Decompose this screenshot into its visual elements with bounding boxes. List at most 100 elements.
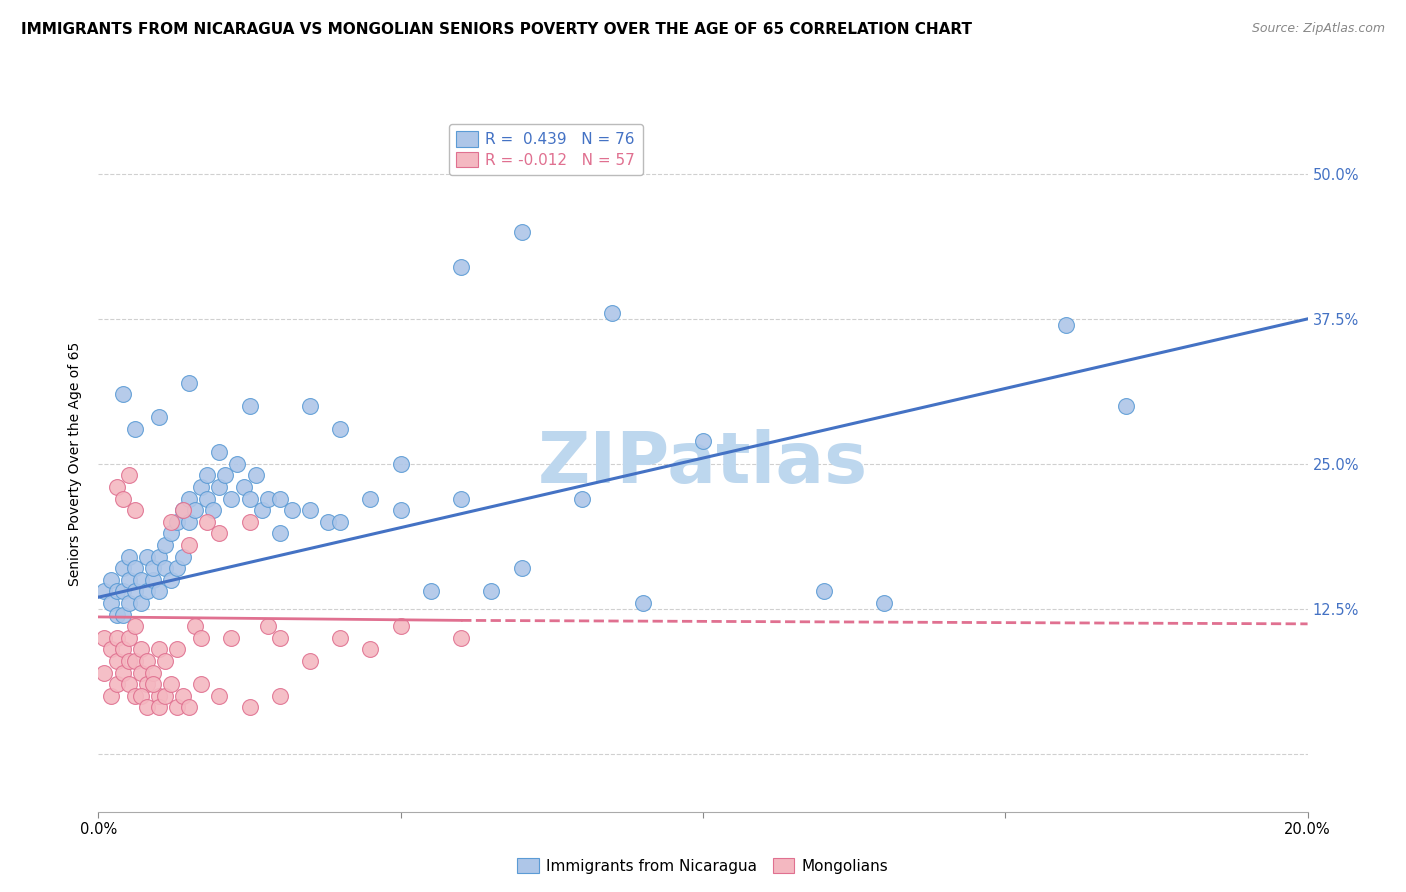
Point — [195, 468, 218, 483]
Point — [510, 225, 533, 239]
Point — [124, 689, 146, 703]
Point — [184, 503, 207, 517]
Point — [389, 457, 412, 471]
Point — [269, 491, 291, 506]
Point — [160, 677, 183, 691]
Point — [105, 607, 128, 622]
Point — [450, 491, 472, 506]
Point — [172, 689, 194, 703]
Point — [148, 689, 170, 703]
Point — [93, 665, 115, 680]
Point — [299, 503, 322, 517]
Point — [118, 677, 141, 691]
Point — [135, 700, 157, 714]
Point — [100, 573, 122, 587]
Point — [129, 573, 152, 587]
Point — [420, 584, 443, 599]
Point — [148, 549, 170, 564]
Point — [118, 468, 141, 483]
Point — [299, 654, 322, 668]
Point — [111, 584, 134, 599]
Point — [179, 538, 201, 552]
Point — [93, 631, 115, 645]
Point — [105, 654, 128, 668]
Point — [166, 561, 188, 575]
Point — [195, 491, 218, 506]
Point — [124, 654, 146, 668]
Y-axis label: Seniors Poverty Over the Age of 65: Seniors Poverty Over the Age of 65 — [69, 342, 83, 586]
Point — [269, 526, 291, 541]
Point — [129, 642, 152, 657]
Point — [105, 677, 128, 691]
Point — [129, 689, 152, 703]
Point — [160, 573, 183, 587]
Point — [208, 445, 231, 459]
Point — [250, 503, 273, 517]
Point — [316, 515, 339, 529]
Point — [873, 596, 896, 610]
Point — [142, 677, 165, 691]
Point — [153, 538, 176, 552]
Point — [481, 584, 503, 599]
Point — [172, 503, 194, 517]
Point — [124, 422, 146, 436]
Text: Source: ZipAtlas.com: Source: ZipAtlas.com — [1251, 22, 1385, 36]
Point — [179, 700, 201, 714]
Point — [179, 376, 201, 390]
Point — [256, 491, 278, 506]
Point — [269, 631, 291, 645]
Point — [118, 596, 141, 610]
Point — [142, 561, 165, 575]
Point — [214, 468, 236, 483]
Point — [111, 665, 134, 680]
Point — [118, 631, 141, 645]
Point — [111, 642, 134, 657]
Point — [450, 631, 472, 645]
Point — [602, 306, 624, 320]
Point — [111, 561, 134, 575]
Point — [124, 503, 146, 517]
Legend: Immigrants from Nicaragua, Mongolians: Immigrants from Nicaragua, Mongolians — [512, 852, 894, 880]
Point — [184, 619, 207, 633]
Point — [329, 631, 352, 645]
Point — [100, 596, 122, 610]
Point — [269, 689, 291, 703]
Point — [208, 526, 231, 541]
Point — [172, 549, 194, 564]
Point — [239, 399, 262, 413]
Point — [360, 642, 382, 657]
Point — [153, 561, 176, 575]
Point — [142, 573, 165, 587]
Point — [166, 700, 188, 714]
Point — [631, 596, 654, 610]
Text: ZIPatlas: ZIPatlas — [538, 429, 868, 499]
Point — [692, 434, 714, 448]
Point — [239, 491, 262, 506]
Point — [166, 515, 188, 529]
Point — [100, 642, 122, 657]
Point — [135, 654, 157, 668]
Point — [239, 700, 262, 714]
Point — [571, 491, 593, 506]
Point — [329, 515, 352, 529]
Point — [232, 480, 254, 494]
Point — [148, 642, 170, 657]
Point — [153, 689, 176, 703]
Point — [179, 491, 201, 506]
Point — [142, 665, 165, 680]
Point — [190, 677, 212, 691]
Point — [190, 631, 212, 645]
Point — [111, 387, 134, 401]
Text: IMMIGRANTS FROM NICARAGUA VS MONGOLIAN SENIORS POVERTY OVER THE AGE OF 65 CORREL: IMMIGRANTS FROM NICARAGUA VS MONGOLIAN S… — [21, 22, 972, 37]
Point — [135, 549, 157, 564]
Point — [160, 526, 183, 541]
Point — [450, 260, 472, 274]
Point — [239, 515, 262, 529]
Point — [105, 584, 128, 599]
Point — [129, 596, 152, 610]
Point — [389, 619, 412, 633]
Point — [360, 491, 382, 506]
Point — [148, 584, 170, 599]
Point — [148, 410, 170, 425]
Point — [153, 654, 176, 668]
